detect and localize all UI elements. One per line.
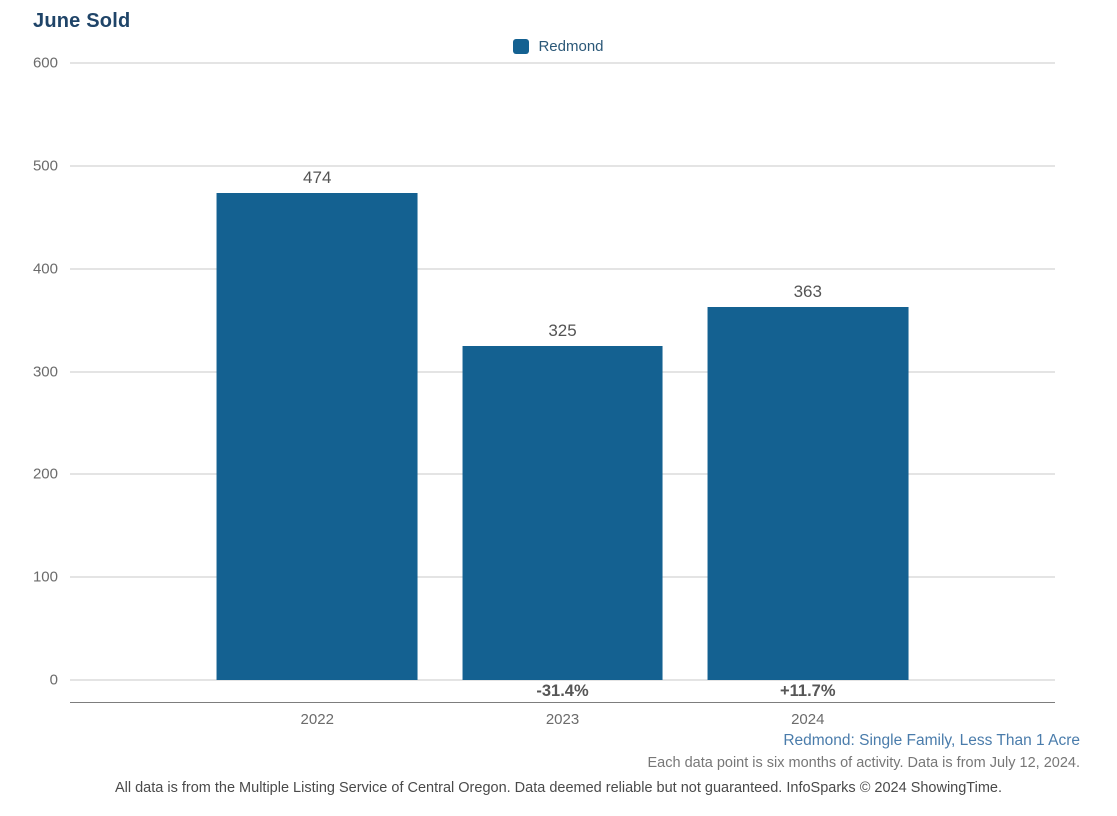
chart-title: June Sold	[33, 10, 131, 32]
activity-note: Each data point is six months of activit…	[647, 755, 1080, 771]
y-tick-label: 500	[32, 157, 58, 175]
x-tick-label: 2024	[791, 711, 825, 728]
legend-item-redmond[interactable]: Redmond	[513, 38, 604, 55]
y-tick-label: 600	[32, 54, 58, 72]
bar-2024[interactable]	[707, 306, 909, 680]
x-tick-label: 2023	[545, 711, 580, 728]
pct-change-row: -31.4% +11.7%	[70, 682, 1055, 702]
legend-swatch-icon	[513, 39, 530, 54]
x-tick-label: 2022	[300, 711, 334, 728]
y-tick-label: 100	[32, 568, 58, 586]
y-axis-labels: 0 100 200 300 400 500 600	[0, 55, 62, 689]
gridline	[70, 62, 1055, 64]
disclaimer: All data is from the Multiple Listing Se…	[114, 780, 1003, 796]
y-tick-label: 200	[32, 465, 58, 483]
x-axis-line	[70, 702, 1055, 703]
legend-label: Redmond	[538, 38, 604, 55]
y-tick-label: 400	[32, 260, 58, 278]
legend: Redmond	[0, 38, 1117, 55]
gridline	[70, 679, 1055, 681]
x-axis-labels: 2022 2023 2024	[70, 711, 1055, 731]
gridline	[70, 267, 1055, 270]
gridline	[70, 164, 1055, 167]
plot-area: 474 325 363	[70, 62, 1055, 681]
segment-note: Redmond: Single Family, Less Than 1 Acre	[783, 732, 1080, 749]
pct-change-label: -31.4%	[536, 682, 589, 700]
bar-value-label: 325	[548, 320, 577, 340]
bar-value-label: 474	[303, 167, 332, 187]
y-tick-label: 0	[49, 671, 58, 689]
bar-2022[interactable]	[216, 192, 418, 680]
bar-value-label: 363	[793, 281, 822, 301]
y-tick-label: 300	[32, 363, 58, 380]
bar-2023[interactable]	[462, 345, 663, 680]
pct-change-label: +11.7%	[779, 682, 836, 700]
